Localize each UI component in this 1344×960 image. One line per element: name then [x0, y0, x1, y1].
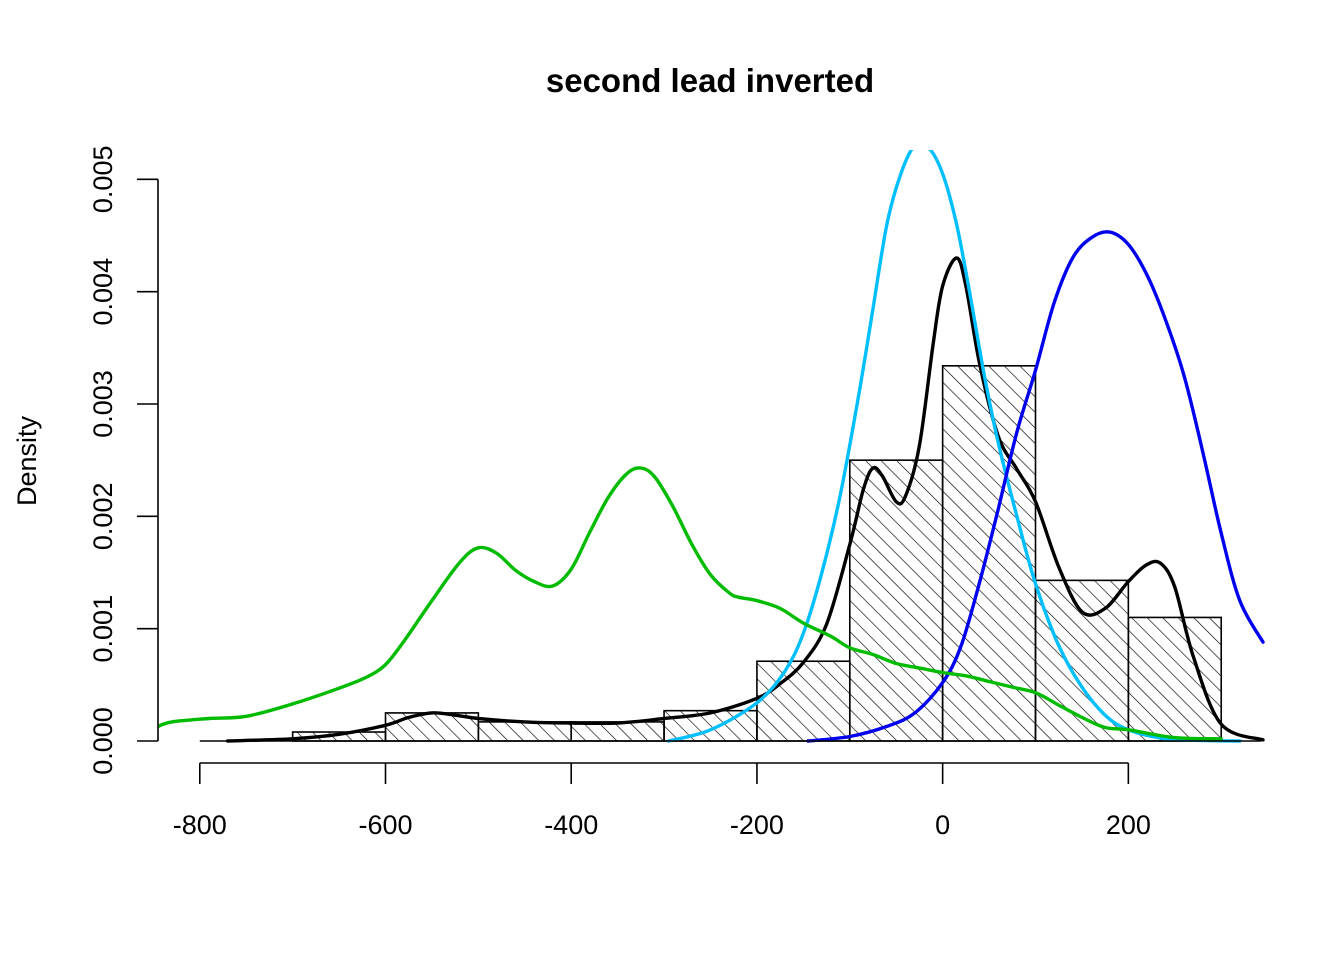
x-tick-label: 0 [935, 810, 950, 840]
density-curve-1 [667, 150, 1242, 743]
x-tick-label: -800 [173, 810, 227, 840]
x-tick-label: 200 [1106, 810, 1151, 840]
histogram-bar-5 [756, 660, 851, 742]
histogram-bar-9 [1127, 616, 1223, 742]
x-axis: -800 -600 -400 -200 0 200 [173, 762, 1151, 840]
density-curve-2 [806, 230, 1265, 743]
x-tick-label: -200 [730, 810, 784, 840]
histogram-bar-4 [663, 709, 758, 742]
y-axis: 0.000 0.001 0.002 0.003 0.004 0.005 [88, 146, 159, 775]
y-tick-label: 0.004 [88, 258, 118, 326]
y-tick-label: 0.003 [88, 370, 118, 438]
histogram-bars [291, 365, 1223, 742]
density-curve-3 [158, 466, 1223, 741]
x-tick-label: -400 [544, 810, 598, 840]
y-tick-label: 0.002 [88, 483, 118, 551]
density-curve-0 [225, 256, 1265, 743]
histogram-bar-6 [848, 459, 944, 742]
histogram-bar-7 [941, 365, 1037, 742]
y-axis-label: Density [12, 415, 42, 506]
x-tick-label: -600 [358, 810, 412, 840]
density-curves [158, 150, 1265, 743]
chart-title: second lead inverted [546, 62, 874, 99]
histogram-bar-2 [477, 721, 573, 742]
y-tick-label: 0.000 [88, 707, 118, 775]
y-tick-label: 0.001 [88, 595, 118, 663]
y-tick-label: 0.005 [88, 146, 118, 214]
